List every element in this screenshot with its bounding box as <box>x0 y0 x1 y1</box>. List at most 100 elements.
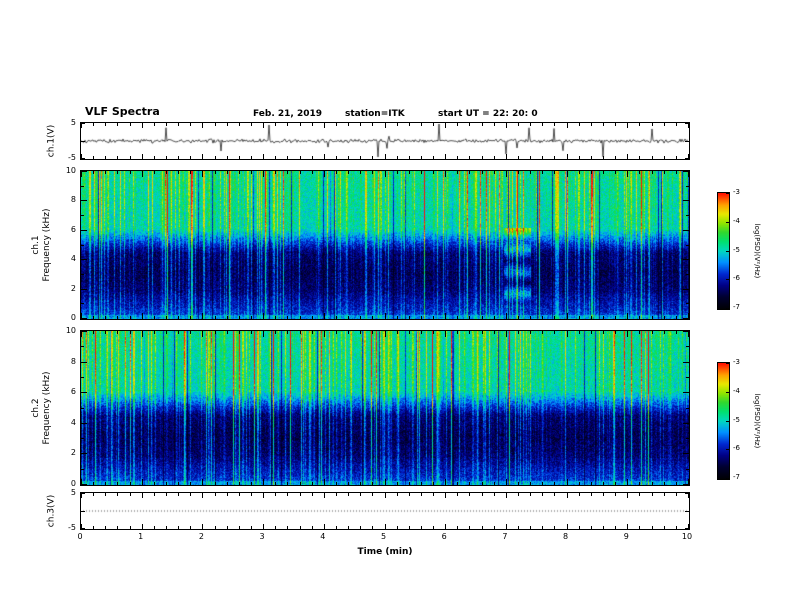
axis-tick <box>336 493 337 496</box>
axis-tick <box>686 215 689 216</box>
axis-tick <box>215 493 216 496</box>
axis-tick <box>300 156 301 159</box>
axis-tick <box>627 154 628 159</box>
axis-tick <box>542 123 543 126</box>
x-tick-label: 1 <box>138 532 144 541</box>
axis-tick <box>409 331 410 334</box>
axis-tick <box>154 156 155 159</box>
axis-tick <box>348 156 349 159</box>
axis-tick <box>397 331 398 334</box>
axis-tick <box>312 331 313 334</box>
axis-tick <box>506 479 507 485</box>
axis-tick <box>372 123 373 126</box>
axis-tick <box>202 171 203 177</box>
axis-tick <box>688 493 689 498</box>
axis-tick <box>142 493 143 498</box>
axis-tick <box>154 331 155 334</box>
axis-tick <box>300 331 301 334</box>
axis-tick <box>105 123 106 126</box>
axis-tick <box>81 274 84 275</box>
axis-tick <box>421 482 422 485</box>
axis-tick <box>433 482 434 485</box>
axis-tick <box>142 479 143 485</box>
axis-tick <box>275 316 276 319</box>
axis-tick <box>275 171 276 174</box>
axis-tick <box>445 493 446 498</box>
axis-tick <box>348 482 349 485</box>
axis-tick <box>542 493 543 496</box>
axis-tick <box>457 316 458 319</box>
colorbar-1-canvas <box>718 193 729 309</box>
axis-tick <box>227 526 228 529</box>
ch2-spectrogram-canvas <box>81 331 689 485</box>
colorbar-tick-label: -5 <box>733 415 740 424</box>
axis-tick <box>530 331 531 334</box>
axis-tick <box>142 331 143 337</box>
axis-tick <box>652 171 653 174</box>
axis-tick <box>81 511 85 512</box>
axis-tick <box>482 316 483 319</box>
ch1-wave-canvas <box>81 123 689 159</box>
axis-tick <box>287 316 288 319</box>
axis-tick <box>81 154 82 159</box>
axis-tick <box>615 331 616 334</box>
ch2-spectrogram-panel <box>80 330 690 486</box>
axis-tick <box>130 171 131 174</box>
axis-tick <box>567 313 568 319</box>
axis-tick <box>726 222 729 223</box>
axis-tick <box>300 493 301 496</box>
axis-tick <box>409 123 410 126</box>
axis-tick <box>591 526 592 529</box>
axis-tick <box>688 479 689 485</box>
y-tick-label: 0 <box>70 313 76 322</box>
axis-tick <box>726 193 729 194</box>
axis-tick <box>81 493 85 494</box>
axis-tick <box>567 524 568 529</box>
axis-tick <box>421 171 422 174</box>
axis-tick <box>627 171 628 177</box>
axis-tick <box>105 171 106 174</box>
axis-tick <box>506 154 507 159</box>
axis-tick <box>591 493 592 496</box>
axis-tick <box>142 171 143 177</box>
axis-tick <box>336 156 337 159</box>
axis-tick <box>567 331 568 337</box>
axis-tick <box>178 171 179 174</box>
axis-tick <box>251 526 252 529</box>
y-tick-label: 10 <box>65 166 76 175</box>
axis-tick <box>81 289 87 290</box>
axis-tick <box>639 526 640 529</box>
axis-tick <box>627 313 628 319</box>
axis-tick <box>360 482 361 485</box>
axis-tick <box>457 493 458 496</box>
axis-tick <box>409 316 410 319</box>
axis-tick <box>215 171 216 174</box>
axis-tick <box>263 479 264 485</box>
axis-tick <box>348 123 349 126</box>
axis-tick <box>178 482 179 485</box>
axis-tick <box>287 123 288 126</box>
y-tick-label: 5 <box>70 488 76 497</box>
ch1-spec-ylabel-line2: Frequency (kHz) <box>42 208 52 282</box>
axis-tick <box>685 158 689 159</box>
axis-tick <box>275 482 276 485</box>
axis-tick <box>154 316 155 319</box>
axis-tick <box>336 526 337 529</box>
axis-tick <box>166 316 167 319</box>
colorbar-tick-label: -7 <box>733 473 740 481</box>
axis-tick <box>445 479 446 485</box>
axis-tick <box>688 331 689 337</box>
axis-tick <box>652 493 653 496</box>
axis-tick <box>664 482 665 485</box>
axis-tick <box>81 171 82 177</box>
axis-tick <box>686 438 689 439</box>
axis-tick <box>93 316 94 319</box>
axis-tick <box>397 482 398 485</box>
axis-tick <box>579 156 580 159</box>
ch2-spec-ylabel-line2: Frequency (kHz) <box>42 371 52 445</box>
ch3-wave-panel <box>80 492 690 530</box>
axis-tick <box>554 123 555 126</box>
axis-tick <box>227 156 228 159</box>
axis-tick <box>652 123 653 126</box>
axis-tick <box>726 421 729 422</box>
